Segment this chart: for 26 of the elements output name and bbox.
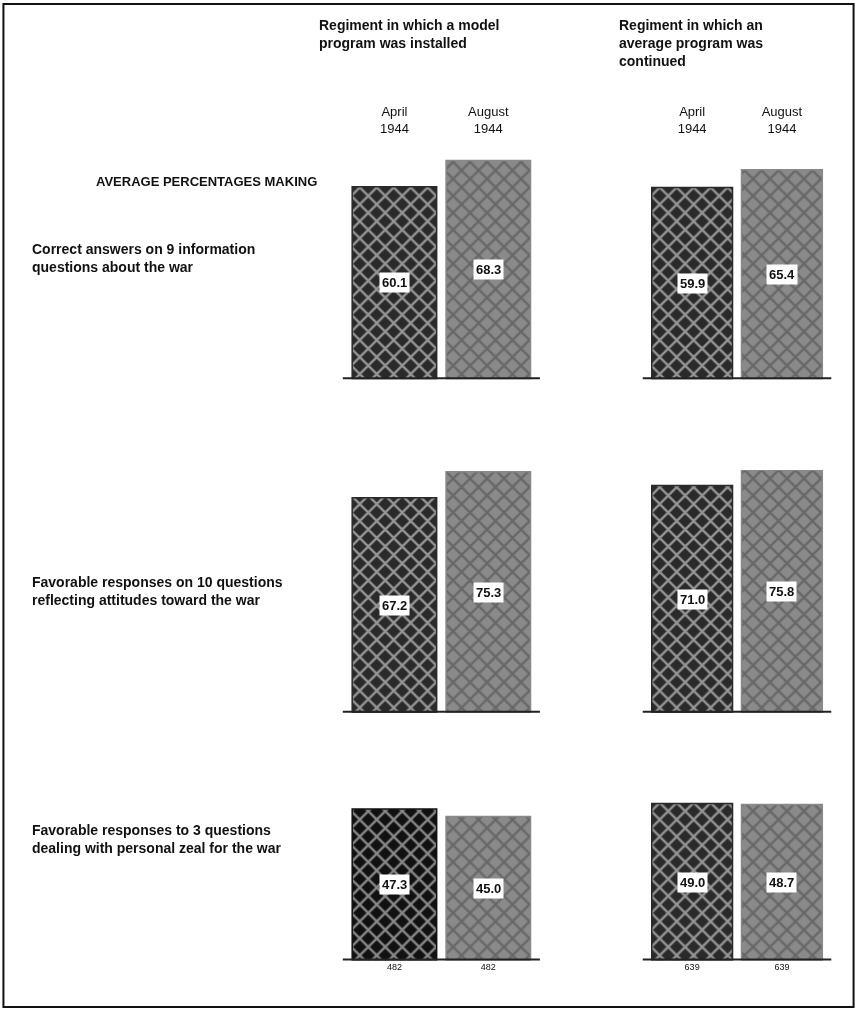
x-tick-label: April 1944: [677, 103, 707, 136]
y-axis-title: Favorable responses on 10 questions reflecting attitudes toward the war: [32, 574, 283, 609]
data-label: 48.7: [769, 875, 795, 890]
x-tick-label: 482: [386, 962, 402, 973]
data-label: 71.0: [680, 592, 706, 607]
text: AVERAGE PERCENTAGES MAKING: [96, 174, 318, 189]
x-tick-label: 482: [480, 962, 496, 973]
y-axis-title: Favorable responses to 3 questions dealing with personal zeal for the war: [32, 822, 282, 857]
y-axis-title: Correct answers on 9 information questions about the war: [32, 241, 256, 276]
chart-title: Regiment in which an average program was continued: [619, 17, 764, 70]
x-tick-label: 639: [684, 962, 700, 973]
x-tick-label: 639: [774, 962, 790, 973]
data-label: 75.3: [476, 585, 502, 600]
chart-title: Regiment in which a model program was installed: [319, 17, 500, 52]
data-label: 67.2: [382, 598, 408, 613]
data-label: 47.3: [382, 877, 408, 892]
data-label: 49.0: [680, 875, 706, 890]
data-label: 75.8: [769, 584, 795, 599]
data-label: 65.4: [769, 267, 796, 282]
data-label: 45.0: [476, 881, 502, 896]
x-tick-label: August 1944: [468, 103, 509, 136]
x-tick-label: April 1944: [379, 103, 409, 136]
x-tick-label: August 1944: [761, 103, 803, 136]
data-label: 68.3: [476, 262, 502, 277]
data-label: 60.1: [382, 275, 408, 290]
data-label: 59.9: [680, 276, 706, 291]
